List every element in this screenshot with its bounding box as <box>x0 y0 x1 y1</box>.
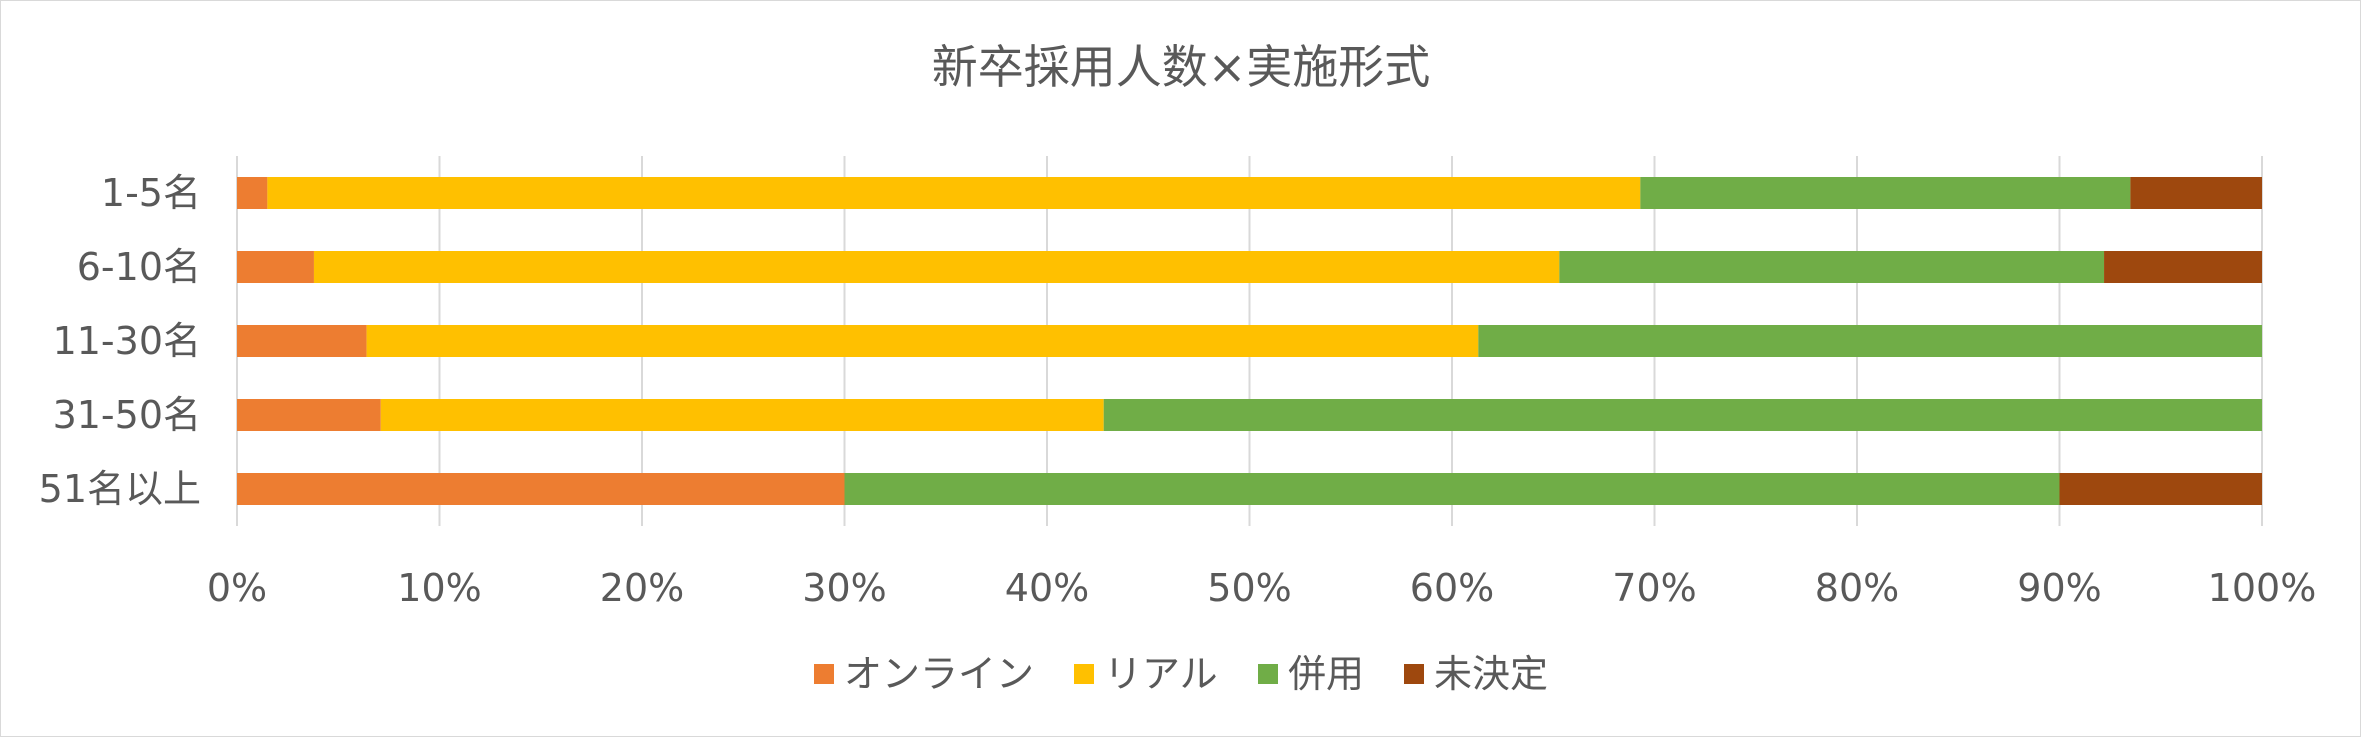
x-tick-label: 80% <box>1815 566 1899 610</box>
category-label: 6-10名 <box>77 245 201 289</box>
legend-label: 併用 <box>1288 652 1364 696</box>
legend-label: 未決定 <box>1434 652 1548 696</box>
bar-segment <box>366 325 1479 357</box>
bar-segment <box>237 325 367 357</box>
legend-swatch <box>1258 664 1278 684</box>
category-label: 31-50名 <box>53 393 201 437</box>
bar-segment <box>1103 399 2262 431</box>
x-tick-label: 60% <box>1410 566 1494 610</box>
legend-label: オンライン <box>844 652 1034 696</box>
bar-segment <box>267 177 1641 209</box>
legend-label: リアル <box>1104 652 1218 696</box>
category-label: 51名以上 <box>39 467 201 511</box>
bar-segment <box>313 251 1560 283</box>
x-tick-label: 0% <box>207 566 267 610</box>
bar-segment <box>380 399 1104 431</box>
bar-segment <box>2059 473 2262 505</box>
legend-swatch <box>1404 664 1424 684</box>
category-labels: 1-5名 6-10名 11-30名 31-50名 51名以上 <box>39 171 201 511</box>
category-label: 1-5名 <box>101 171 201 215</box>
x-tick-label: 20% <box>600 566 684 610</box>
legend-swatch <box>814 664 834 684</box>
legend-swatch <box>1074 664 1094 684</box>
x-tick-labels: 0% 10% 20% 30% 40% 50% 60% 70% 80% 90% 100% <box>207 566 2316 610</box>
legend: オンライン リアル 併用 未決定 <box>814 652 1548 696</box>
x-tick-label: 10% <box>397 566 481 610</box>
bar-segment <box>237 399 381 431</box>
x-tick-label: 100% <box>2208 566 2317 610</box>
bar-segment <box>2104 251 2262 283</box>
bar-segment <box>2130 177 2262 209</box>
bar-segment <box>237 177 268 209</box>
bar-segment <box>237 251 314 283</box>
bar-segment <box>1478 325 2262 357</box>
bars <box>237 177 2262 505</box>
x-tick-label: 70% <box>1612 566 1696 610</box>
bar-segment <box>1640 177 2131 209</box>
chart-title: 新卒採用人数×実施形式 <box>932 40 1431 94</box>
bar-segment <box>844 473 2060 505</box>
x-tick-label: 50% <box>1207 566 1291 610</box>
category-label: 11-30名 <box>53 319 201 363</box>
bar-segment <box>237 473 845 505</box>
bar-segment <box>1559 251 2105 283</box>
x-tick-label: 30% <box>802 566 886 610</box>
x-tick-label: 90% <box>2017 566 2101 610</box>
x-tick-label: 40% <box>1005 566 1089 610</box>
